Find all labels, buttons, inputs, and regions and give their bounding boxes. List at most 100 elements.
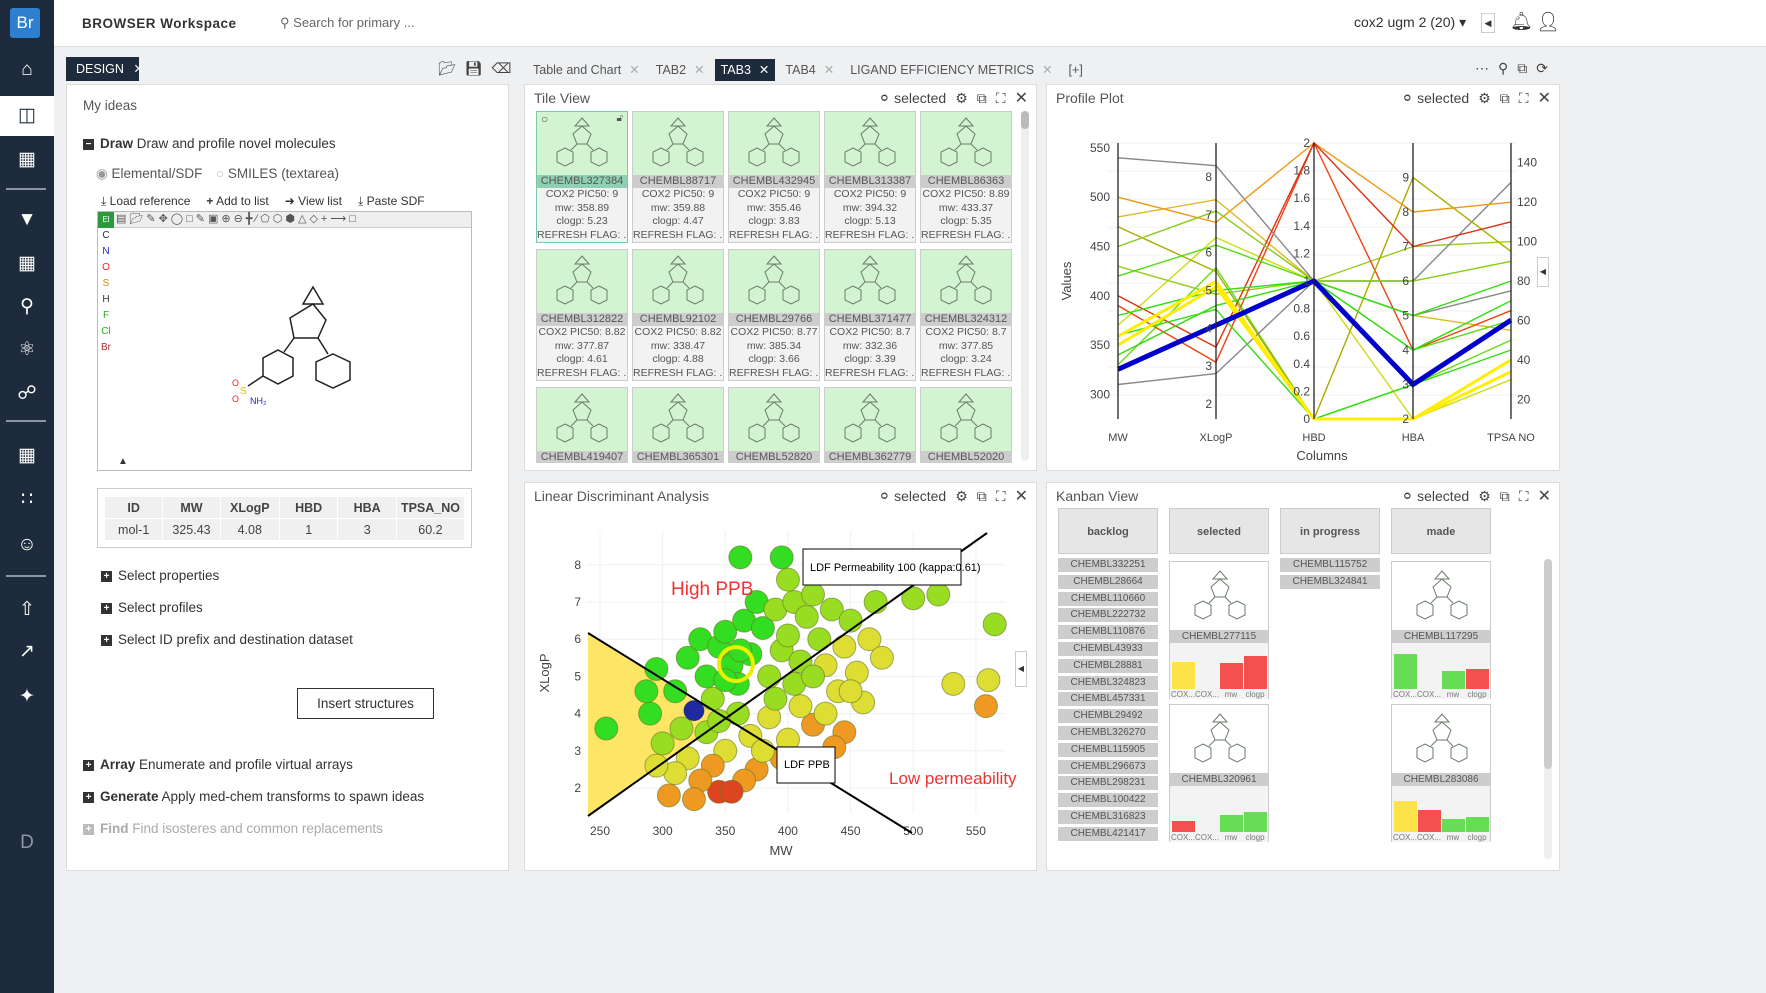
tab-ligand-efficiency-metrics[interactable]: LIGAND EFFICIENCY METRICS ✕ xyxy=(844,59,1058,81)
element-cl[interactable]: Cl xyxy=(101,326,111,337)
users-icon[interactable]: ☺ xyxy=(17,534,37,555)
save-icon[interactable]: 💾︎ xyxy=(464,60,483,76)
settings-icon[interactable]: ⚙︎ xyxy=(1478,487,1491,504)
kanban-card[interactable]: CHEMBL28664 xyxy=(1058,574,1158,589)
scatter-point[interactable] xyxy=(901,586,926,611)
close-icon[interactable]: ✕ xyxy=(823,63,835,77)
dataset-dropdown[interactable]: cox2 ugm 2 (20) ▾ xyxy=(1354,14,1466,31)
export-icon[interactable]: ↗ xyxy=(19,641,35,662)
tile[interactable]: CHEMBL313387 COX2 PIC50: 9 mw: 394.32 clogp… xyxy=(824,111,916,243)
element-n[interactable]: N xyxy=(102,246,110,257)
fullscreen-icon[interactable]: ⛶ xyxy=(995,487,1006,504)
scatter-point[interactable] xyxy=(807,627,832,652)
settings-icon[interactable]: ⚙︎ xyxy=(1478,89,1491,106)
kanban-structure-card[interactable]: CHEMBL320961 COX... COX... mw clogp xyxy=(1169,704,1269,842)
tab-tab4[interactable]: TAB4 ✕ xyxy=(779,59,840,81)
tile[interactable]: CHEMBL362779 xyxy=(824,387,916,463)
close-icon[interactable]: ✕ xyxy=(1042,63,1053,77)
expand-legend-button[interactable]: ◀ xyxy=(1015,651,1027,687)
close-icon[interactable]: ✕ xyxy=(629,63,640,77)
scatter-point[interactable] xyxy=(644,656,669,681)
section-toggle[interactable]: + Select profiles xyxy=(101,600,203,615)
insert-structures-button[interactable]: Insert structures xyxy=(297,688,434,719)
copy-icon[interactable]: ⧉ xyxy=(1517,60,1528,76)
tile[interactable]: CHEMBL312822 COX2 PIC50: 8.82 mw: 377.87 cl… xyxy=(536,249,628,381)
copy-icon[interactable]: ⧉ xyxy=(976,487,987,504)
scatter-point[interactable] xyxy=(863,590,888,614)
filter-icon[interactable]: ▼ xyxy=(17,209,37,230)
scatter-point[interactable] xyxy=(926,582,951,607)
scatter-point[interactable] xyxy=(819,597,844,622)
grid-icon[interactable]: ▦ xyxy=(18,445,36,466)
fullscreen-icon[interactable]: ⛶ xyxy=(1518,487,1529,504)
scatter-point[interactable] xyxy=(594,716,619,741)
scatter-point[interactable] xyxy=(801,582,826,607)
scatter-point[interactable] xyxy=(650,731,675,756)
scatter-point[interactable] xyxy=(750,738,775,763)
kanban-card[interactable]: CHEMBL457331 xyxy=(1058,692,1158,707)
kanban-card[interactable]: CHEMBL326270 xyxy=(1058,726,1158,740)
kanban-card[interactable]: CHEMBL316823 xyxy=(1058,810,1158,824)
selected-toggle[interactable]: ⚪︎ selected xyxy=(1401,488,1469,505)
close-icon[interactable]: ✕ xyxy=(758,63,770,77)
kanban-card[interactable]: CHEMBL110660 xyxy=(1058,591,1158,606)
scrollbar[interactable] xyxy=(1544,559,1552,859)
global-search[interactable]: ⚲ Search for primary ... xyxy=(280,15,415,31)
tile[interactable]: CHEMBL365301 xyxy=(632,387,724,463)
element-el[interactable]: El xyxy=(98,212,114,228)
settings-icon[interactable]: ⚙︎ xyxy=(955,487,968,504)
d-logo-icon[interactable]: D xyxy=(20,832,34,853)
scatter-point[interactable] xyxy=(728,545,753,570)
kanban-structure-card[interactable]: CHEMBL117295 COX... COX... mw clogp xyxy=(1391,561,1491,699)
scatter-point[interactable] xyxy=(832,634,857,659)
scrollbar[interactable] xyxy=(1021,111,1029,461)
tile[interactable]: CHEMBL432945 COX2 PIC50: 9 mw: 355.46 clogp… xyxy=(728,111,820,243)
close-icon[interactable]: ✕ xyxy=(133,62,144,76)
search-icon[interactable]: ⚲ xyxy=(20,296,34,317)
scatter-point[interactable] xyxy=(757,664,782,689)
kanban-column-in-progress[interactable]: in progress xyxy=(1280,508,1380,554)
kanban-card[interactable]: CHEMBL421417 xyxy=(1058,826,1158,841)
kanban-card[interactable]: CHEMBL110876 xyxy=(1058,625,1158,640)
kanban-card[interactable]: CHEMBL43933 xyxy=(1058,642,1158,656)
molecule-settings-icon[interactable]: ⚛ xyxy=(18,339,36,360)
element-h[interactable]: H xyxy=(102,294,110,305)
tile[interactable]: CHEMBL92102 COX2 PIC50: 8.82 mw: 338.47 clo… xyxy=(632,249,724,381)
scatter-point[interactable] xyxy=(813,701,838,726)
expand-legend-button[interactable]: ◀ xyxy=(1537,257,1549,287)
more-icon[interactable]: ⋯ xyxy=(1475,60,1489,76)
scatter-point[interactable] xyxy=(713,619,738,644)
tile[interactable]: CHEMBL29766 COX2 PIC50: 8.77 mw: 385.34 clo… xyxy=(728,249,820,381)
scatter-point[interactable] xyxy=(634,679,659,704)
scatter-point[interactable] xyxy=(638,701,663,726)
tile[interactable]: CHEMBL324312 COX2 PIC50: 8.7 mw: 377.85 clo… xyxy=(920,249,1012,381)
eraser-icon[interactable]: ⌫ xyxy=(491,60,512,76)
fullscreen-icon[interactable]: ⛶ xyxy=(1518,89,1529,106)
tools-icon[interactable]: ✦ xyxy=(19,686,35,707)
tile[interactable]: CHEMBL371477 COX2 PIC50: 8.7 mw: 332.36 clo… xyxy=(824,249,916,381)
scatter-icon[interactable]: ∷ xyxy=(20,489,34,510)
close-icon[interactable]: ✕ xyxy=(1537,90,1551,107)
refresh-icon[interactable]: ⟳ xyxy=(1536,60,1548,76)
scatter-point[interactable] xyxy=(794,604,819,629)
selected-toggle[interactable]: ⚪︎ selected xyxy=(878,488,946,505)
load-reference-button[interactable]: ⤓ Load reference xyxy=(101,194,191,208)
scatter-point[interactable] xyxy=(801,664,826,689)
scatter-point[interactable] xyxy=(973,694,998,719)
kanban-card[interactable]: CHEMBL298231 xyxy=(1058,776,1158,791)
kanban-structure-card[interactable]: CHEMBL283086 COX... COX... mw clogp xyxy=(1391,704,1491,842)
section-toggle[interactable]: + Find Find isosteres and common replacem… xyxy=(83,821,383,836)
element-c[interactable]: C xyxy=(102,230,110,241)
element-br[interactable]: Br xyxy=(101,342,111,353)
kanban-column-selected[interactable]: selected xyxy=(1169,508,1269,554)
scatter-point[interactable] xyxy=(663,679,688,704)
scatter-point[interactable] xyxy=(869,645,894,670)
radio-smiles[interactable]: ○ SMILES (textarea) xyxy=(216,166,339,181)
tile[interactable]: CHEMBL86363 COX2 PIC50: 8.89 mw: 433.37 clo… xyxy=(920,111,1012,243)
layout-icon[interactable]: ◫ xyxy=(0,96,54,136)
scatter-point[interactable] xyxy=(857,627,882,652)
kanban-column-made[interactable]: made xyxy=(1391,508,1491,554)
kanban-card[interactable]: CHEMBL222732 xyxy=(1058,608,1158,623)
scatter-point[interactable] xyxy=(675,645,700,670)
radio-elemental[interactable]: ◉ Elemental/SDF xyxy=(96,166,202,182)
